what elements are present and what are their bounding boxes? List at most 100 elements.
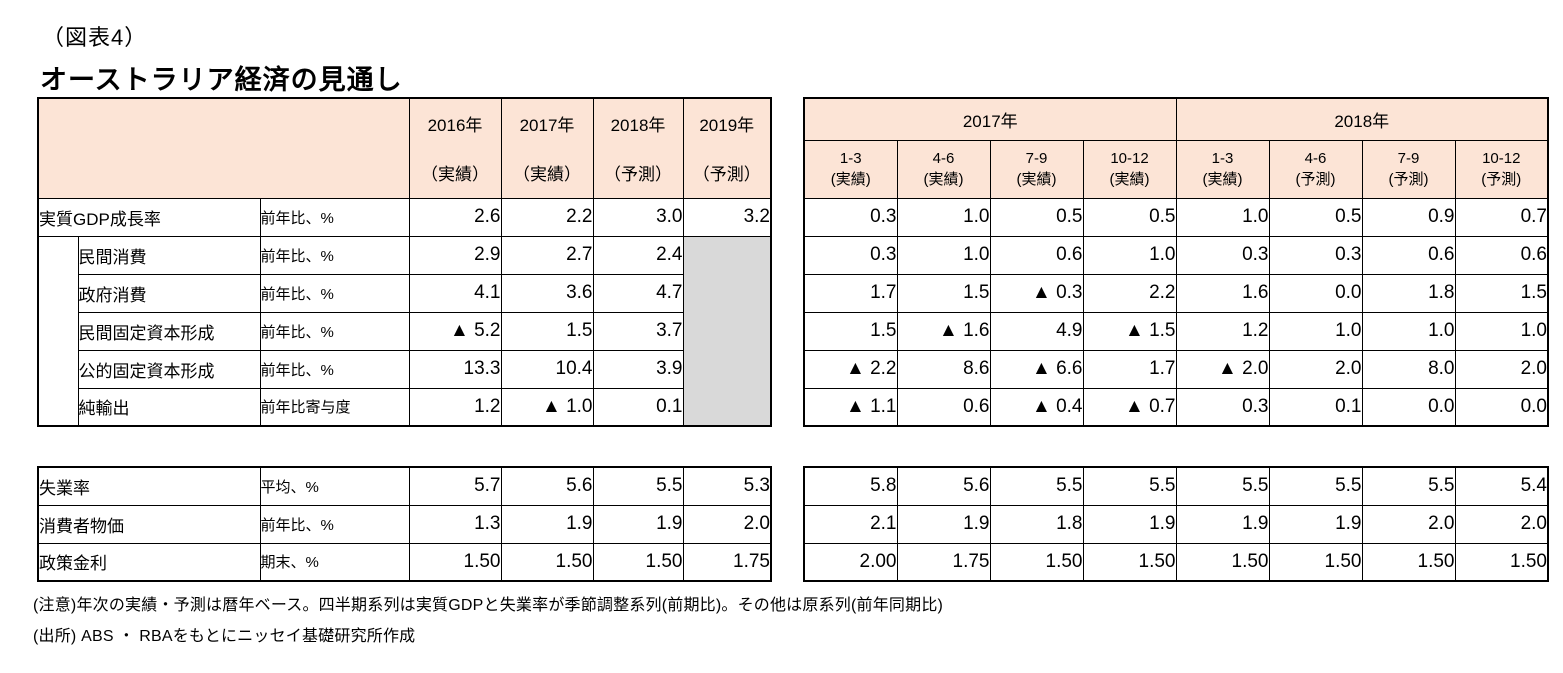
row-label: 消費者物価 [37,504,261,544]
value-cell: 2.9 [408,235,502,275]
quarter-header: 7-9 (実績) [989,139,1084,199]
value-cell: 2.4 [592,235,684,275]
value-cell: 5.6 [896,466,991,506]
year-label: 2019年 [699,116,755,136]
table-row: 政府消費 前年比、% 4.1 3.6 4.7 [38,273,771,313]
year-label: 2018年 [610,116,666,136]
value-cell: 1.6 [1175,273,1270,313]
table-row: 0.3 1.0 0.6 1.0 0.3 0.3 0.6 0.6 [803,235,1549,275]
yeargroup-2017: 2017年 [803,97,1177,141]
value-cell: 1.9 [896,504,991,544]
value-cell: 2.1 [803,504,898,544]
value-cell: 0.3 [803,235,898,275]
indent-cell [37,235,79,427]
value-cell: 0.0 [1268,273,1363,313]
value-cell: 1.50 [1268,542,1363,582]
row-label: 失業率 [37,466,261,506]
quarter-label: 10-12 [1110,150,1149,167]
row-label: 純輸出 [77,387,261,427]
row-label: 公的固定資本形成 [77,349,261,389]
table-row: ▲ 1.1 0.6 ▲ 0.4 ▲ 0.7 0.3 0.1 0.0 0.0 [803,387,1549,427]
row-unit: 期末、% [259,542,410,582]
value-cell: 5.5 [1268,466,1363,506]
value-cell: ▲ 0.7 [1082,387,1177,427]
value-cell: 5.5 [1082,466,1177,506]
row-label: 民間固定資本形成 [77,311,261,351]
value-cell: ▲ 6.6 [989,349,1084,389]
value-cell: 5.7 [408,466,502,506]
kind-label: (予測) [1388,171,1429,188]
value-cell: 1.0 [896,235,991,275]
value-cell: 1.8 [989,504,1084,544]
quarter-label: 1-3 [1211,150,1234,167]
value-cell: 3.0 [592,197,684,237]
value-cell: 4.9 [989,311,1084,351]
value-cell: 5.6 [500,466,594,506]
table-row: 民間消費 前年比、% 2.9 2.7 2.4 [37,235,772,427]
table-row: 2.1 1.9 1.8 1.9 1.9 1.9 2.0 2.0 [803,504,1549,544]
page-title: オーストラリア経済の見通し [40,65,403,95]
row-unit: 前年比、% [259,197,410,237]
quarterly-yeargroup-row: 2017年 2018年 [803,97,1549,141]
value-cell: ▲ 1.0 [500,387,594,427]
value-cell: 4.7 [592,273,684,313]
value-cell: ▲ 2.2 [803,349,898,389]
value-cell: 1.7 [1082,349,1177,389]
value-cell: 2.0 [1454,349,1549,389]
value-cell: ▲ 5.2 [408,311,502,351]
value-cell: 0.3 [1268,235,1363,275]
value-cell: 0.0 [1361,387,1456,427]
value-cell: 4.1 [408,273,502,313]
value-cell: 1.5 [803,311,898,351]
value-cell: 2.7 [500,235,594,275]
value-cell: 1.9 [1082,504,1177,544]
value-cell: 1.9 [500,504,594,544]
kind-label: (予測) [1481,171,1522,188]
table-row: 5.8 5.6 5.5 5.5 5.5 5.5 5.5 5.4 [803,466,1549,506]
quarter-header: 7-9 (予測) [1361,139,1456,199]
value-cell: 5.4 [1454,466,1549,506]
value-cell: ▲ 0.3 [989,273,1084,313]
value-cell: 1.75 [896,542,991,582]
annual-gdp-table: 2016年 （実績） 2017年 （実績） 2018年 （予測） 2019年 （… [37,97,772,427]
value-cell: 0.3 [803,197,898,237]
table-row: 失業率 平均、% 5.7 5.6 5.5 5.3 [37,466,772,506]
annual-indicator-table: 失業率 平均、% 5.7 5.6 5.5 5.3 消費者物価 前年比、% 1.3… [37,466,772,582]
value-cell: 1.0 [1082,235,1177,275]
value-cell: 1.50 [1454,542,1549,582]
value-cell: 8.0 [1361,349,1456,389]
quarterly-indicator-table: 5.8 5.6 5.5 5.5 5.5 5.5 5.5 5.4 2.1 1.9 … [803,466,1549,582]
value-cell: 1.9 [1175,504,1270,544]
quarter-label: 4-6 [932,150,955,167]
quarter-header: 10-12 (予測) [1454,139,1549,199]
value-cell: 0.9 [1361,197,1456,237]
table-row: 公的固定資本形成 前年比、% 13.3 10.4 3.9 [38,349,771,389]
annual-header-2019: 2019年 （予測） [682,97,772,199]
value-cell: 5.8 [803,466,898,506]
table-row: 消費者物価 前年比、% 1.3 1.9 1.9 2.0 [37,504,772,544]
kind-label: （予測） [692,165,761,185]
quarterly-gdp-table: 2017年 2018年 1-3 (実績) 4-6 (実績) 7-9 (実績) 1… [803,97,1549,427]
table-row: 2.00 1.75 1.50 1.50 1.50 1.50 1.50 1.50 [803,542,1549,582]
value-cell: 1.50 [1175,542,1270,582]
value-cell: 2.00 [803,542,898,582]
value-cell: 1.75 [682,542,772,582]
quarter-label: 1-3 [839,150,862,167]
value-cell: 1.0 [1268,311,1363,351]
value-cell: 1.9 [592,504,684,544]
value-cell: 5.5 [989,466,1084,506]
quarter-header: 1-3 (実績) [1175,139,1270,199]
kind-label: (実績) [1109,171,1150,188]
value-cell: 2.0 [1268,349,1363,389]
value-cell: 3.6 [500,273,594,313]
table-row: 1.5 ▲ 1.6 4.9 ▲ 1.5 1.2 1.0 1.0 1.0 [803,311,1549,351]
quarter-header: 4-6 (予測) [1268,139,1363,199]
value-cell: 0.5 [1082,197,1177,237]
yeargroup-2018: 2018年 [1175,97,1549,141]
table-row: 政策金利 期末、% 1.50 1.50 1.50 1.75 [37,542,772,582]
value-cell: 3.2 [682,197,772,237]
value-cell: 1.5 [1454,273,1549,313]
kind-label: (実績) [923,171,964,188]
value-cell: 0.7 [1454,197,1549,237]
value-cell: 1.5 [896,273,991,313]
